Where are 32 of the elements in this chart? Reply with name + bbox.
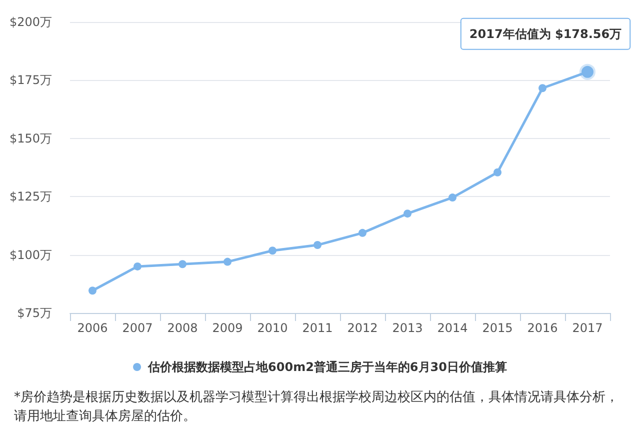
x-tick-label: 2008 <box>167 321 198 335</box>
point <box>494 168 502 176</box>
x-tick-label: 2006 <box>77 321 108 335</box>
point <box>358 228 366 237</box>
point <box>224 258 232 266</box>
text: *房价趋势是根据历史数据以及机器学习模型计算得出根据学校周边校区内的估值，具体情况请具体分析，请用地址查询具体房屋的估价。 <box>14 389 618 424</box>
x-tick-label: 2007 <box>122 321 153 335</box>
point <box>134 262 142 270</box>
x-tick-label: 2011 <box>302 321 333 335</box>
x-tick-label: 2010 <box>257 321 288 335</box>
x-tick-label: 2016 <box>527 321 558 335</box>
point <box>178 260 186 268</box>
y-tick-label: $100万 <box>9 248 52 262</box>
point <box>538 84 546 92</box>
point <box>404 210 412 218</box>
y-tick-label: $175万 <box>9 73 52 88</box>
point <box>88 286 96 295</box>
y-tick-label: $200万 <box>9 15 52 29</box>
point <box>448 194 456 202</box>
x-tick-label: 2017 <box>572 321 603 335</box>
y-tick-label: $75万 <box>17 306 52 320</box>
x-tick-label: 2013 <box>392 321 423 335</box>
x-tick-label: 2014 <box>437 321 468 335</box>
x-tick-label: 2009 <box>212 321 243 335</box>
point <box>268 246 276 255</box>
y-tick-label: $125万 <box>9 190 52 204</box>
x-tick-label: 2012 <box>347 321 378 335</box>
x-tick-label: 2015 <box>482 321 513 335</box>
annotation: 2017年估值为 $178.56万 <box>469 26 622 41</box>
legend-label: 估价根据数据模型占地600m2普通三房于当年的6月30日价值推算 <box>147 360 507 374</box>
point <box>314 241 322 250</box>
y-tick-label: $150万 <box>9 131 52 146</box>
